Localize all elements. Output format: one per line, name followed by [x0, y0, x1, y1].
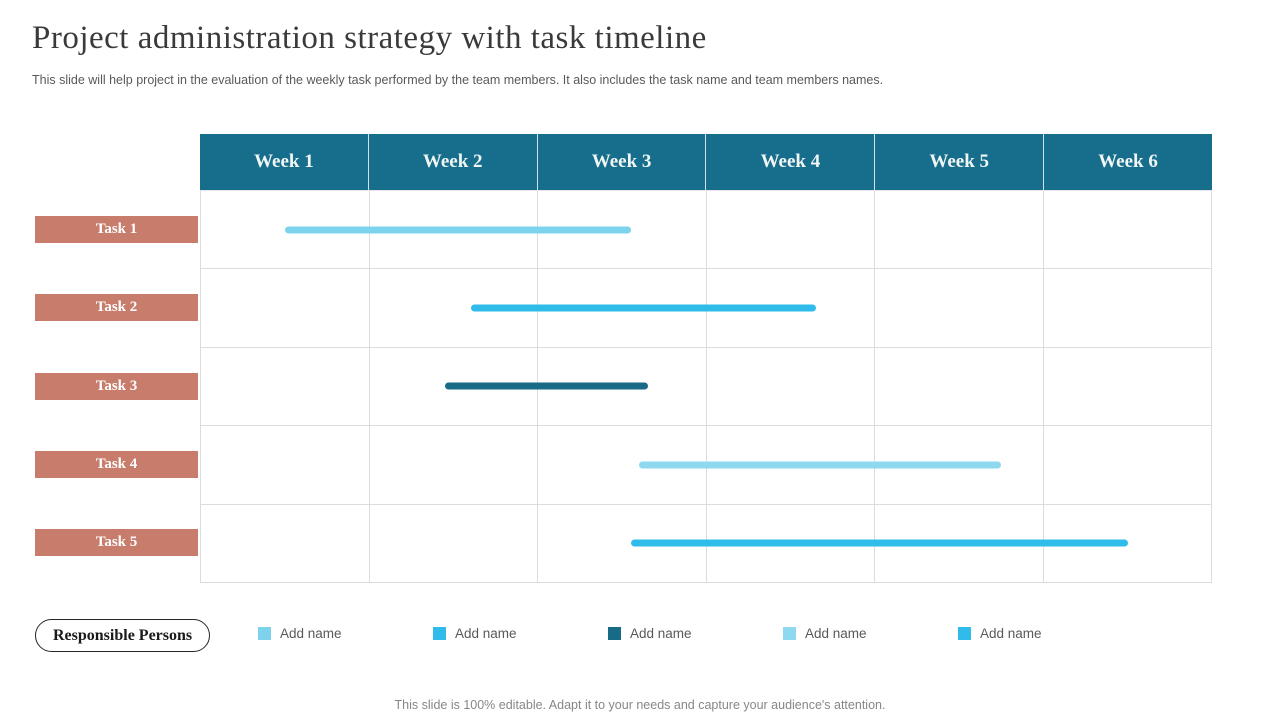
legend-label: Add name	[805, 626, 867, 641]
grid-cell	[707, 347, 875, 426]
legend-item: Add name	[433, 626, 608, 641]
task-label: Task 4	[35, 450, 198, 478]
gantt-week-header: Week 1 Week 2 Week 3 Week 4 Week 5 Week 6	[200, 134, 1212, 190]
grid-cell	[538, 347, 707, 426]
grid-cell	[1044, 191, 1212, 269]
grid-cell	[1044, 347, 1212, 426]
task-label-slot: Task 1	[35, 190, 198, 268]
grid-cell	[707, 191, 875, 269]
grid-cell	[370, 426, 538, 504]
gantt-row	[201, 347, 1212, 427]
grid-cell	[538, 191, 707, 269]
responsible-persons-label: Responsible Persons	[35, 619, 211, 652]
legend-label: Add name	[980, 626, 1042, 641]
grid-cell	[201, 426, 370, 504]
legend-item: Add name	[783, 626, 958, 641]
task-label-slot: Task 4	[35, 425, 198, 503]
page-title: Project administration strategy with tas…	[32, 20, 707, 56]
task-label-slot: Task 5	[35, 504, 198, 582]
gantt-bar	[630, 539, 1128, 547]
grid-cell	[1044, 426, 1212, 504]
legend-label: Add name	[455, 626, 517, 641]
week-header-cell: Week 2	[368, 134, 538, 190]
page-subtitle: This slide will help project in the eval…	[32, 73, 884, 87]
gantt-row	[201, 269, 1212, 348]
gantt-row	[201, 426, 1212, 505]
gantt-chart: Week 1 Week 2 Week 3 Week 4 Week 5 Week 6	[200, 134, 1212, 583]
grid-cell	[201, 347, 370, 426]
week-header-cell: Week 6	[1044, 134, 1212, 190]
legend-label: Add name	[630, 626, 692, 641]
task-label-slot: Task 2	[35, 268, 198, 346]
legend-swatch-icon	[433, 627, 446, 640]
legend-item: Add name	[958, 626, 1133, 641]
grid-cell	[707, 269, 875, 347]
grid-cell	[201, 269, 370, 347]
grid-cell	[875, 347, 1044, 426]
legend-item: Add name	[258, 626, 433, 641]
legend-swatch-icon	[958, 627, 971, 640]
grid-cell	[1044, 504, 1212, 582]
legend-label: Add name	[280, 626, 342, 641]
grid-cell	[875, 426, 1044, 504]
week-header-cell: Week 5	[875, 134, 1045, 190]
task-label-column: Task 1 Task 2 Task 3 Task 4 Task 5	[35, 190, 198, 582]
gantt-bar	[445, 382, 648, 390]
gantt-row	[201, 191, 1212, 270]
gantt-bar	[285, 226, 631, 234]
legend-swatch-icon	[608, 627, 621, 640]
gantt-bar	[639, 461, 1002, 469]
task-label: Task 3	[35, 372, 198, 400]
grid-cell	[875, 191, 1044, 269]
legend-swatch-icon	[258, 627, 271, 640]
week-header-cell: Week 4	[706, 134, 876, 190]
legend-item: Add name	[608, 626, 783, 641]
grid-cell	[370, 504, 538, 582]
footer-note: This slide is 100% editable. Adapt it to…	[394, 698, 886, 712]
week-header-cell: Week 1	[200, 134, 369, 190]
task-label: Task 2	[35, 294, 198, 322]
task-label: Task 1	[35, 215, 198, 243]
gantt-row	[201, 504, 1212, 583]
legend: Add name Add name Add name Add name Add name	[258, 626, 1133, 641]
task-label-slot: Task 3	[35, 347, 198, 425]
grid-cell	[1044, 269, 1212, 347]
week-header-cell: Week 3	[537, 134, 707, 190]
legend-swatch-icon	[783, 627, 796, 640]
gantt-body	[200, 190, 1212, 583]
grid-cell	[201, 504, 370, 582]
task-label: Task 5	[35, 529, 198, 557]
grid-cell	[875, 269, 1044, 347]
gantt-bar	[470, 304, 817, 312]
